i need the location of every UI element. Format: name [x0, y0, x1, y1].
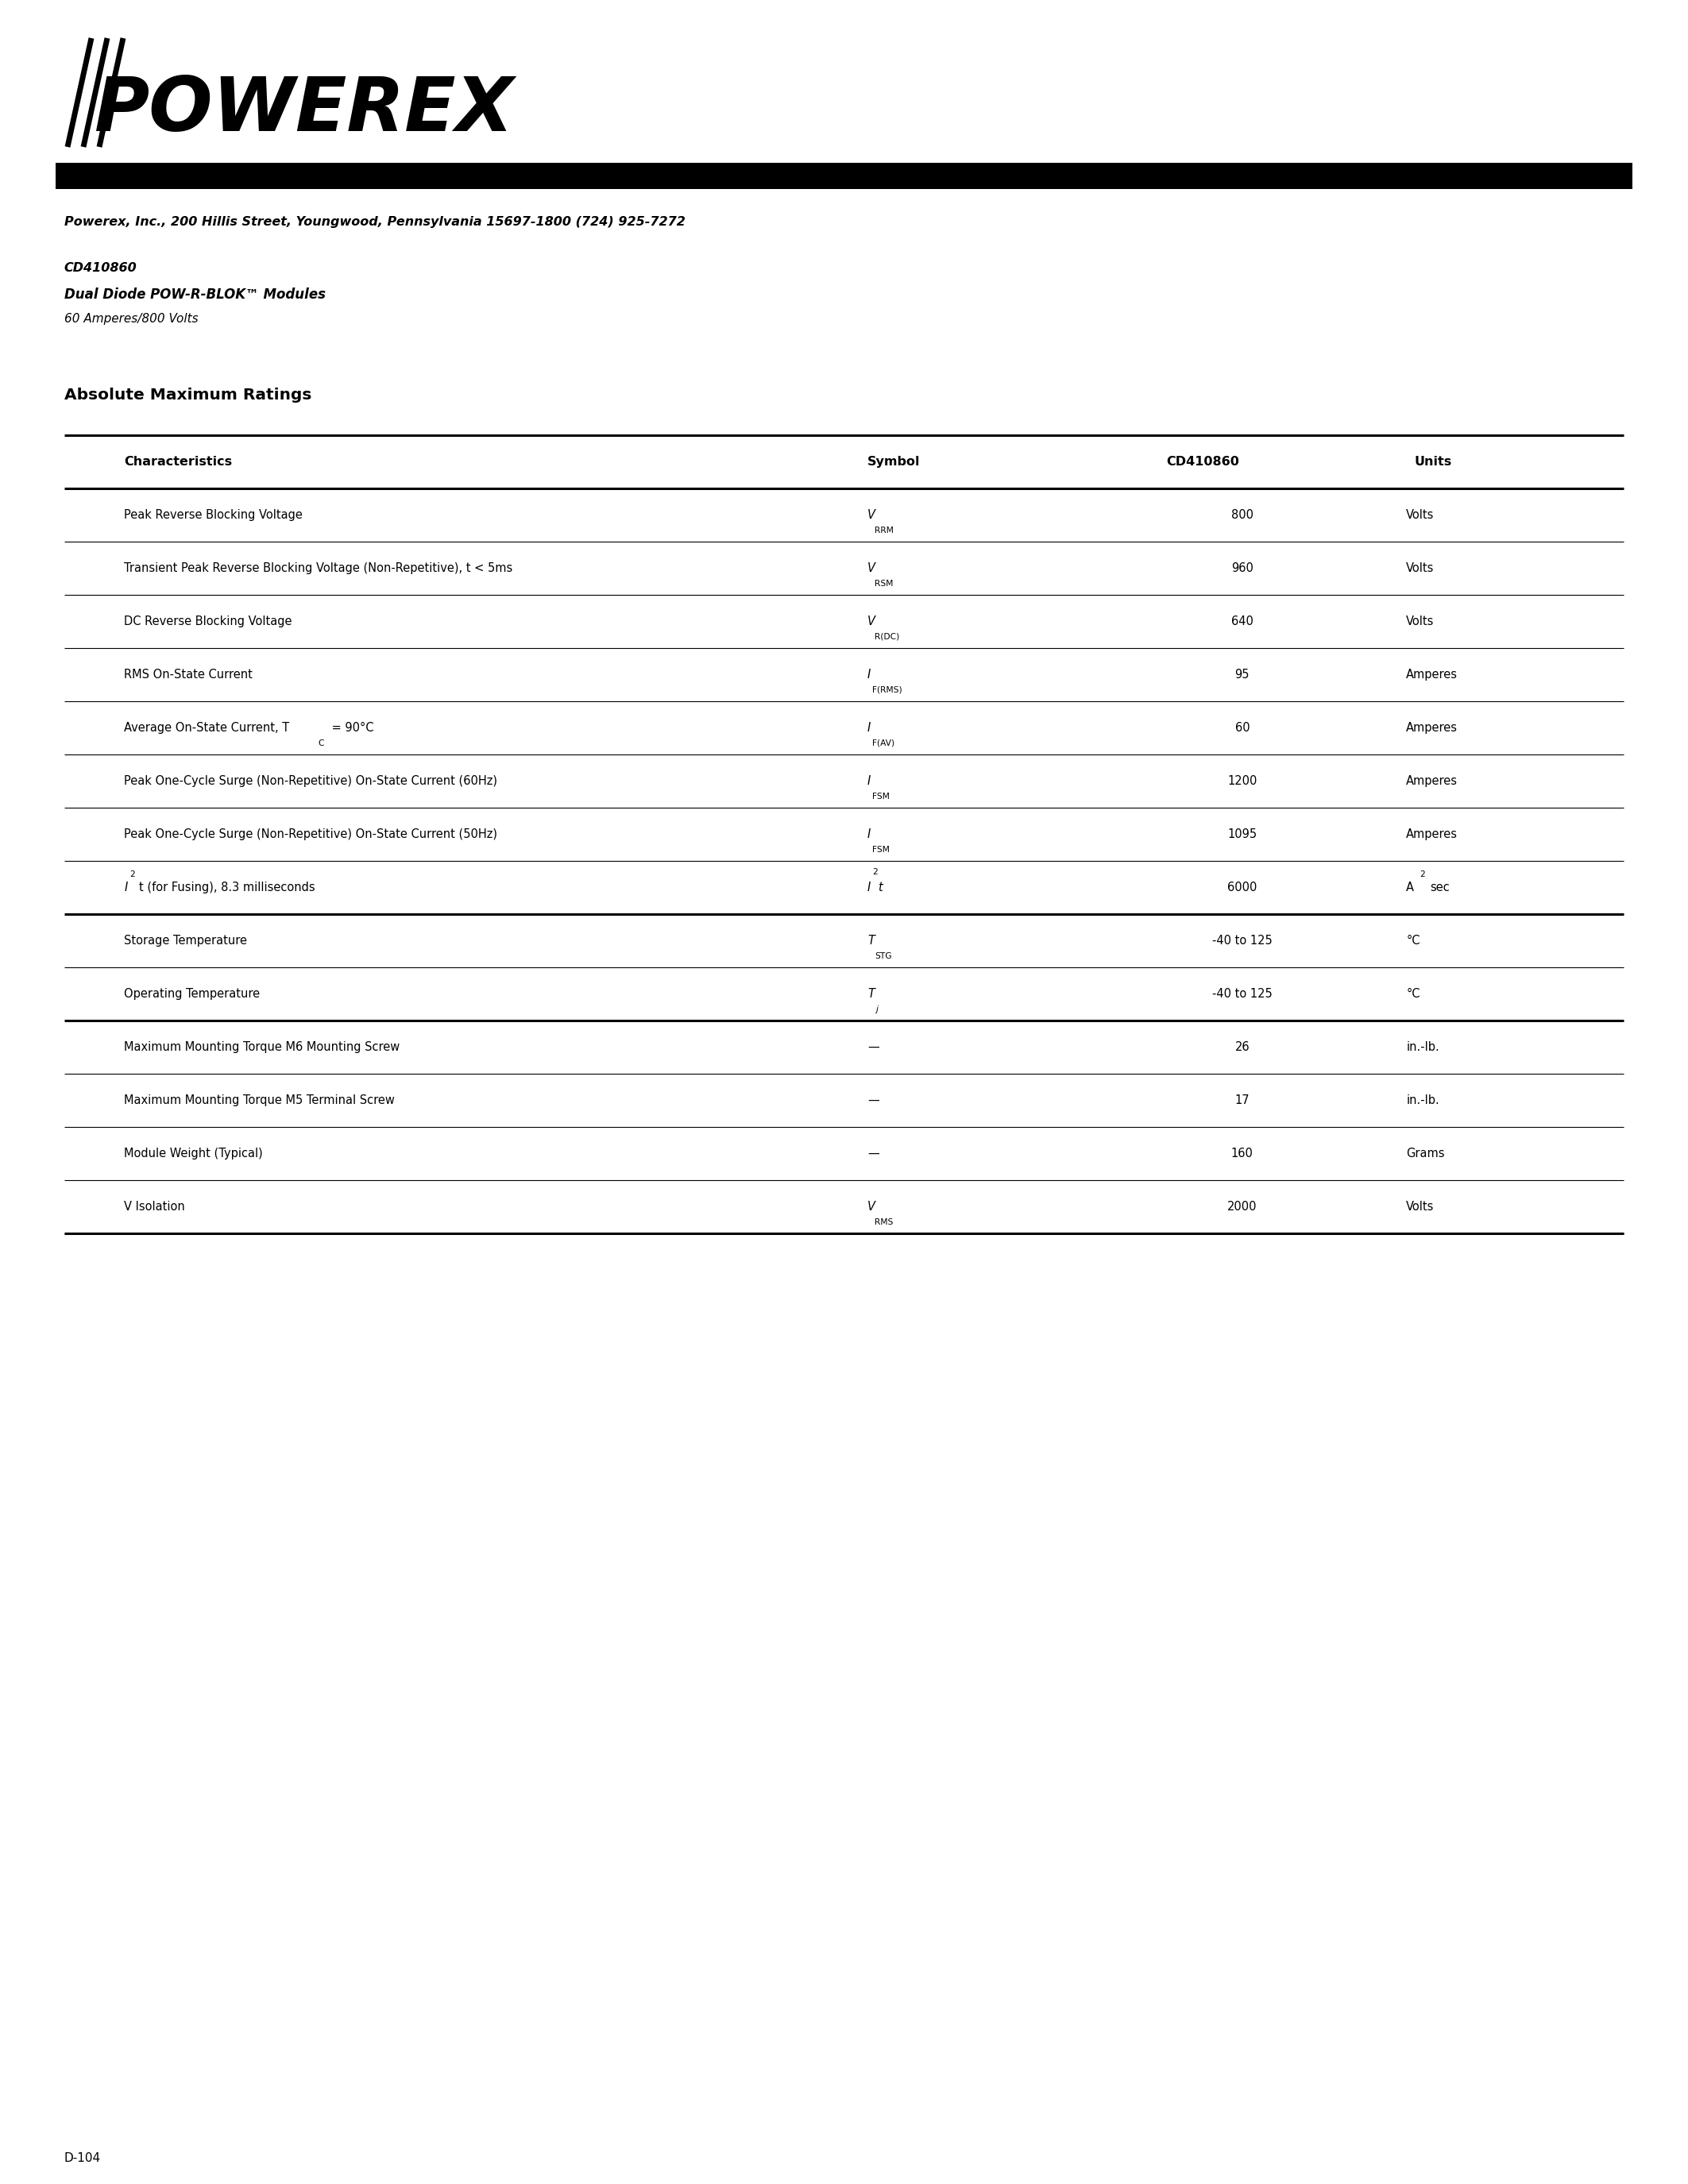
Text: Maximum Mounting Torque M5 Terminal Screw: Maximum Mounting Torque M5 Terminal Scre… — [125, 1094, 395, 1107]
Text: I: I — [868, 828, 871, 841]
Text: V Isolation: V Isolation — [125, 1201, 186, 1212]
Text: Peak One-Cycle Surge (Non-Repetitive) On-State Current (50Hz): Peak One-Cycle Surge (Non-Repetitive) On… — [125, 828, 498, 841]
Text: T: T — [868, 987, 874, 1000]
Text: I: I — [868, 882, 871, 893]
Text: t: t — [878, 882, 883, 893]
Bar — [56, 164, 1632, 190]
Text: Absolute Maximum Ratings: Absolute Maximum Ratings — [64, 387, 312, 402]
Text: R(DC): R(DC) — [874, 633, 900, 640]
Text: RRM: RRM — [874, 526, 893, 535]
Text: Volts: Volts — [1406, 561, 1435, 574]
Text: Volts: Volts — [1406, 616, 1435, 627]
Text: Storage Temperature: Storage Temperature — [125, 935, 248, 946]
Text: in.-lb.: in.-lb. — [1406, 1042, 1440, 1053]
Text: Operating Temperature: Operating Temperature — [125, 987, 260, 1000]
Text: C: C — [317, 738, 324, 747]
Text: Amperes: Amperes — [1406, 668, 1458, 681]
Text: Dual Diode POW-R-BLOK™ Modules: Dual Diode POW-R-BLOK™ Modules — [64, 288, 326, 301]
Text: RMS: RMS — [874, 1219, 893, 1225]
Text: DC Reverse Blocking Voltage: DC Reverse Blocking Voltage — [125, 616, 292, 627]
Text: 640: 640 — [1231, 616, 1252, 627]
Text: 60 Amperes/800 Volts: 60 Amperes/800 Volts — [64, 312, 197, 325]
Text: Symbol: Symbol — [868, 456, 920, 467]
Text: V: V — [868, 1201, 876, 1212]
Text: 60: 60 — [1236, 723, 1249, 734]
Text: RSM: RSM — [874, 579, 893, 587]
Text: 800: 800 — [1231, 509, 1254, 522]
Text: I: I — [868, 668, 871, 681]
Text: CD410860: CD410860 — [64, 262, 137, 273]
Text: F(RMS): F(RMS) — [873, 686, 903, 695]
Text: Powerex, Inc., 200 Hillis Street, Youngwood, Pennsylvania 15697-1800 (724) 925-7: Powerex, Inc., 200 Hillis Street, Youngw… — [64, 216, 685, 227]
Text: Grams: Grams — [1406, 1147, 1445, 1160]
Text: 1095: 1095 — [1227, 828, 1258, 841]
Text: 95: 95 — [1236, 668, 1249, 681]
Text: t (for Fusing), 8.3 milliseconds: t (for Fusing), 8.3 milliseconds — [140, 882, 316, 893]
Text: —: — — [868, 1094, 879, 1107]
Text: 6000: 6000 — [1227, 882, 1258, 893]
Text: V: V — [868, 561, 876, 574]
Text: Characteristics: Characteristics — [125, 456, 233, 467]
Text: Volts: Volts — [1406, 1201, 1435, 1212]
Text: A: A — [1406, 882, 1415, 893]
Text: sec: sec — [1430, 882, 1450, 893]
Text: 160: 160 — [1231, 1147, 1252, 1160]
Text: 17: 17 — [1236, 1094, 1249, 1107]
Text: °C: °C — [1406, 935, 1420, 946]
Text: -40 to 125: -40 to 125 — [1212, 987, 1273, 1000]
Text: D-104: D-104 — [64, 2151, 101, 2164]
Text: 26: 26 — [1236, 1042, 1249, 1053]
Text: Amperes: Amperes — [1406, 828, 1458, 841]
Text: Amperes: Amperes — [1406, 775, 1458, 786]
Text: RMS On-State Current: RMS On-State Current — [125, 668, 253, 681]
Text: V: V — [868, 509, 876, 522]
Text: 2000: 2000 — [1227, 1201, 1258, 1212]
Text: Peak Reverse Blocking Voltage: Peak Reverse Blocking Voltage — [125, 509, 302, 522]
Text: j: j — [874, 1005, 878, 1013]
Text: Amperes: Amperes — [1406, 723, 1458, 734]
Text: in.-lb.: in.-lb. — [1406, 1094, 1440, 1107]
Text: I: I — [868, 775, 871, 786]
Text: Units: Units — [1415, 456, 1452, 467]
Text: —: — — [868, 1147, 879, 1160]
Text: F(AV): F(AV) — [873, 738, 895, 747]
Text: Peak One-Cycle Surge (Non-Repetitive) On-State Current (60Hz): Peak One-Cycle Surge (Non-Repetitive) On… — [125, 775, 498, 786]
Text: Maximum Mounting Torque M6 Mounting Screw: Maximum Mounting Torque M6 Mounting Scre… — [125, 1042, 400, 1053]
Text: CD410860: CD410860 — [1166, 456, 1239, 467]
Text: Average On-State Current, T: Average On-State Current, T — [125, 723, 290, 734]
Text: STG: STG — [874, 952, 893, 961]
Text: 2: 2 — [130, 871, 135, 878]
Text: V: V — [868, 616, 876, 627]
Text: I: I — [868, 723, 871, 734]
Text: POWEREX: POWEREX — [95, 74, 513, 146]
Text: -40 to 125: -40 to 125 — [1212, 935, 1273, 946]
Text: Transient Peak Reverse Blocking Voltage (Non-Repetitive), t < 5ms: Transient Peak Reverse Blocking Voltage … — [125, 561, 513, 574]
Text: = 90°C: = 90°C — [327, 723, 373, 734]
Text: 960: 960 — [1231, 561, 1252, 574]
Text: Volts: Volts — [1406, 509, 1435, 522]
Text: FSM: FSM — [873, 793, 890, 799]
Text: T: T — [868, 935, 874, 946]
Text: I: I — [125, 882, 128, 893]
Text: Module Weight (Typical): Module Weight (Typical) — [125, 1147, 263, 1160]
Text: 2: 2 — [873, 869, 878, 876]
Text: FSM: FSM — [873, 845, 890, 854]
Text: °C: °C — [1406, 987, 1420, 1000]
Text: —: — — [868, 1042, 879, 1053]
Text: 1200: 1200 — [1227, 775, 1258, 786]
Text: 2: 2 — [1420, 871, 1425, 878]
